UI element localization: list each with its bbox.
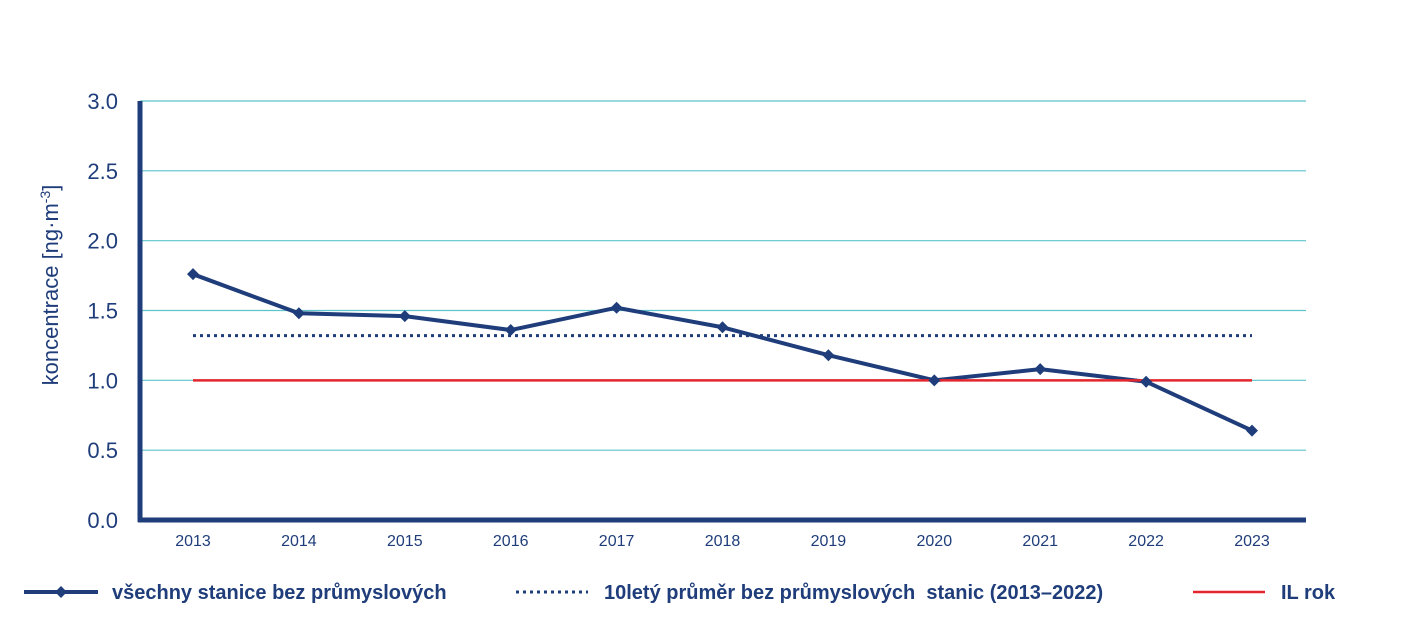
legend-label-series-3: IL rok [1281,582,1336,604]
legend-label-series-1: všechny stanice bez průmyslových [112,582,447,604]
data-point-2018 [716,321,729,334]
y-tick-label: 2.0 [87,229,118,254]
series-line-1 [192,272,1253,433]
legend-diamond-icon [55,586,67,598]
data-point-2021 [1034,363,1047,376]
x-tick-label: 2017 [599,533,635,550]
gridlines [140,100,1306,451]
x-tick-labels: 2013 2014 2015 2016 2017 2018 2019 2020 2021 2022… [175,533,1270,550]
x-tick-label: 2019 [811,533,847,550]
x-tick-label: 2014 [281,533,317,550]
y-tick-label: 3.0 [87,89,118,114]
legend: všechny stanice bez průmyslových 10letý … [24,582,1336,604]
x-tick-label: 2013 [175,533,211,550]
x-tick-label: 2018 [705,533,741,550]
data-point-2013 [187,268,199,281]
x-tick-label: 2022 [1128,533,1164,550]
x-tick-label: 2023 [1234,533,1270,550]
data-point-2022 [1140,375,1153,388]
data-point-2016 [504,324,517,337]
x-tick-label: 2015 [387,533,423,550]
y-axis-label: koncentrace [ng·m-3] [37,185,63,386]
data-point-2023 [1246,424,1258,437]
y-tick-label: 2.5 [87,159,118,184]
y-tick-label: 0.0 [87,508,118,533]
series-lines [187,268,1258,437]
y-axis-label-end: ] [38,185,63,191]
data-point-2015 [398,310,411,323]
y-tick-label: 0.5 [87,438,118,463]
data-point-2019 [822,349,835,362]
legend-item-series-1: všechny stanice bez průmyslových [24,582,447,604]
x-tick-label: 2020 [917,533,953,550]
legend-label-series-2: 10letý průměr bez průmyslových stanic (2… [604,582,1103,604]
legend-item-series-2: 10letý průměr bez průmyslových stanic (2… [516,582,1103,604]
axes [137,101,1306,523]
y-axis-label-sup: -3 [37,191,53,204]
legend-item-series-3: IL rok [1193,582,1336,604]
y-tick-label: 1.5 [87,299,118,324]
data-point-2014 [292,307,305,320]
x-tick-label: 2016 [493,533,529,550]
y-axis-label-main: koncentrace [ng·m [38,203,63,385]
y-tick-labels: 0.0 0.5 1.0 1.5 2.0 2.5 3.0 [87,89,118,533]
x-tick-label: 2021 [1022,533,1058,550]
y-tick-label: 1.0 [87,368,118,393]
data-point-2020 [928,374,941,387]
data-point-2017 [610,301,623,314]
